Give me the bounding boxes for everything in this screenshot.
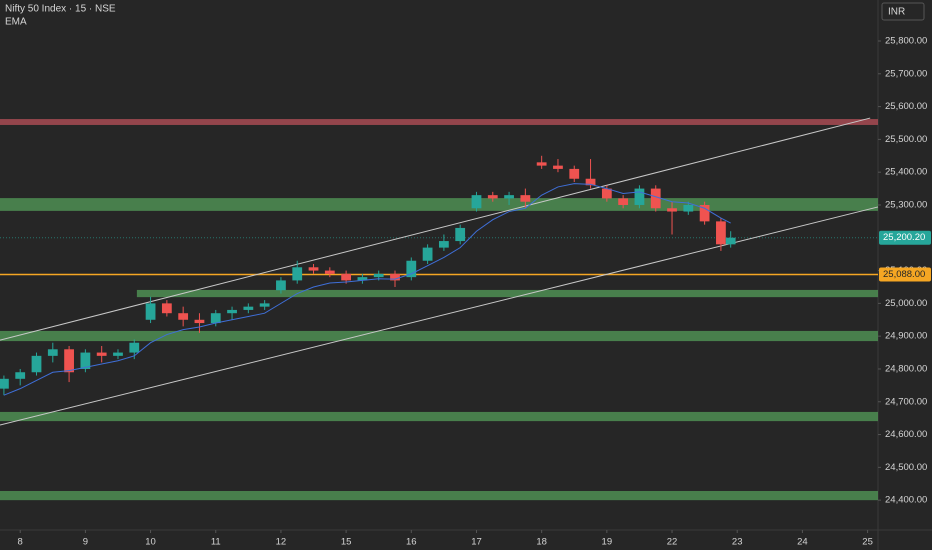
candle-body [0,378,9,389]
x-tick-label: 23 [732,537,743,548]
price-badge [879,267,931,282]
zone [0,490,878,501]
y-tick-label: 25,800.00 [885,36,927,47]
y-tick-label: 24,700.00 [885,396,927,407]
candle-body [31,355,42,373]
y-tick-label: 25,700.00 [885,68,927,79]
price-badge-label: 25,088.00 [883,269,925,280]
x-tick-label: 12 [276,537,287,548]
candle-body [471,195,482,209]
x-tick-label: 25 [862,537,873,548]
candle-body [683,204,694,212]
x-tick-label: 16 [406,537,417,548]
candle-body [439,241,449,248]
candle-body [725,237,736,245]
candle-body [536,162,547,166]
ema-line [3,183,731,396]
y-tick-label: 24,900.00 [885,331,927,342]
currency-label: INR [888,7,905,18]
candle-body [422,247,433,261]
x-tick-label: 15 [341,537,352,548]
candle-body [292,267,303,281]
candle-body [276,280,286,291]
zone [136,289,878,298]
y-tick-label: 25,300.00 [885,199,927,210]
candle-body [406,260,417,278]
x-tick-label: 9 [83,537,88,548]
y-tick-label: 24,800.00 [885,363,927,374]
candle-body [15,372,26,379]
candle-body [504,195,514,199]
y-tick-label: 24,500.00 [885,462,927,473]
y-tick-label: 24,400.00 [885,495,927,506]
y-tick-label: 25,600.00 [885,101,927,112]
candle-body [161,303,172,314]
x-tick-label: 17 [471,537,482,548]
candle-body [373,273,384,278]
candle-body [259,303,270,307]
candle-body [324,270,335,274]
candle-body [699,204,710,222]
candle-body [455,227,466,242]
candle-body [601,188,612,199]
candle-body [634,188,645,205]
candle-body [227,309,237,314]
candle-body [569,168,580,179]
candle-body [341,273,352,281]
x-tick-label: 24 [797,537,808,548]
candle-body [308,267,319,271]
trendline [0,117,871,341]
y-tick-label: 24,600.00 [885,429,927,440]
candle-body [113,352,123,356]
y-tick-label: 25,400.00 [885,167,927,178]
candle-body [129,342,140,353]
x-tick-label: 22 [667,537,678,548]
x-tick-label: 8 [18,537,23,548]
candle-body [80,352,91,369]
candle-body [145,303,156,320]
price-badge [879,230,931,245]
candle-body [47,349,58,356]
x-tick-label: 11 [211,537,221,548]
zone [0,411,878,422]
x-tick-label: 19 [602,537,613,548]
price-badge-label: 25,200.20 [883,232,925,243]
candle-body [243,306,254,310]
candle-body [667,208,677,212]
candle-body [553,165,563,169]
chart-title: Nifty 50 Index · 15 · NSE [5,4,116,15]
candle-body [178,313,189,320]
currency-box [881,2,925,21]
zone [0,198,878,211]
candle-body [194,319,205,324]
y-tick-label: 25,000.00 [885,298,927,309]
candle-body [96,352,107,356]
y-tick-label: 25,500.00 [885,134,927,145]
candle-body [585,178,596,186]
zone [0,119,878,125]
x-tick-label: 10 [145,537,156,548]
candle-body [716,221,726,245]
candle-body [357,277,368,281]
x-tick-label: 18 [536,537,547,548]
candle-body [618,198,629,205]
candle-body [390,273,400,281]
indicator-label: EMA [5,17,27,28]
zone [0,330,878,342]
candle-body [520,195,531,202]
candle-body [64,349,74,373]
candle-body [650,188,661,209]
candle-body [210,313,221,324]
candle-body [487,195,498,199]
